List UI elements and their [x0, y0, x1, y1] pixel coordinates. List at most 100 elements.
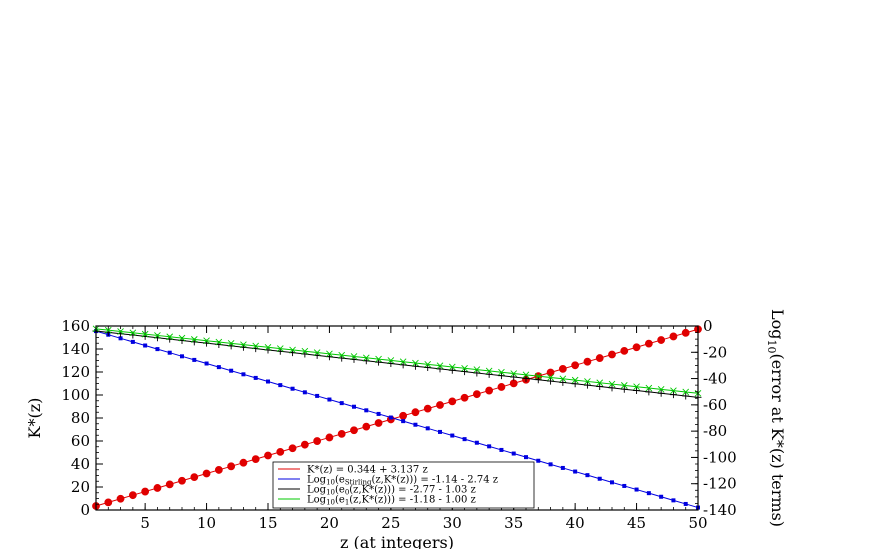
legend-box [272, 461, 535, 509]
data-point [573, 469, 578, 474]
data-point [337, 429, 346, 438]
data-point [338, 351, 346, 359]
data-point [362, 422, 371, 431]
y-left-axis-title: K*(z) [25, 398, 44, 439]
data-point [657, 336, 666, 344]
data-point [671, 498, 676, 503]
data-point [227, 462, 236, 471]
y-right-title-part: (error at K*(z) terms) [768, 353, 787, 527]
data-point [461, 364, 468, 372]
data-point [524, 455, 528, 460]
data-point [128, 491, 137, 500]
data-point [620, 382, 628, 389]
data-point [264, 343, 272, 351]
legend-entry: Log10(eStirling(z,K*(z))) = -1.14 - 2.74… [307, 475, 498, 487]
series-line [95, 330, 699, 398]
data-point [534, 376, 542, 384]
y-right-tick-label: 0 [703, 317, 713, 335]
data-point [143, 343, 148, 348]
data-point [522, 371, 530, 379]
y-left-tick-label: 0 [80, 501, 90, 519]
data-point [610, 480, 614, 485]
data-point [634, 487, 639, 492]
series-line [95, 330, 699, 509]
data-point [460, 393, 469, 402]
data-point [633, 383, 640, 391]
x-tick-label: 45 [627, 514, 646, 532]
x-tick-label: 10 [197, 514, 216, 532]
ticks-layer: 5 10 15 20 25 30 35 40 45 50020406080100120140160… [61, 317, 736, 532]
data-point [644, 339, 653, 348]
data-point [670, 387, 677, 394]
data-point [462, 437, 467, 442]
data-point [104, 498, 113, 507]
data-point [424, 364, 432, 372]
data-point [327, 397, 332, 402]
data-point [315, 393, 320, 398]
data-point [203, 337, 210, 345]
y-right-tick-label: -80 [703, 422, 727, 440]
data-point [559, 378, 567, 386]
data-point [485, 370, 493, 378]
data-point [399, 411, 408, 420]
data-point [448, 366, 456, 374]
data-point [412, 359, 419, 367]
data-point [178, 334, 186, 342]
data-point [180, 354, 184, 359]
data-point [216, 365, 221, 370]
data-point [214, 466, 223, 474]
legend-entry-subscript: 0 [345, 489, 349, 497]
data-point [547, 377, 555, 385]
data-point [141, 487, 150, 496]
y-right-tick-label: -40 [703, 370, 727, 388]
data-point [401, 419, 406, 424]
data-point [129, 329, 137, 337]
data-point [436, 362, 444, 369]
data-point [448, 363, 456, 371]
y-left-tick-label: 160 [61, 317, 90, 335]
data-point [325, 433, 334, 442]
data-point [571, 380, 579, 388]
x-tick-label: 35 [504, 514, 523, 532]
data-point [352, 404, 356, 409]
data-point [497, 383, 506, 391]
data-point [583, 357, 592, 366]
data-point [387, 357, 395, 364]
data-point [130, 339, 135, 344]
data-point [473, 366, 481, 373]
data-point [682, 388, 690, 396]
y-left-tick-label: 80 [71, 409, 90, 427]
x-tick-label: 25 [381, 514, 400, 532]
data-point [202, 469, 211, 478]
data-point [166, 333, 174, 341]
data-point [276, 345, 284, 352]
data-point [498, 368, 505, 376]
data-point [560, 465, 565, 470]
data-point [608, 380, 616, 388]
data-point [596, 379, 604, 387]
data-point [669, 391, 677, 399]
y-right-tick-label: -60 [703, 396, 727, 414]
data-point [387, 359, 395, 367]
data-point [472, 390, 481, 399]
data-point [302, 390, 307, 395]
data-point [300, 440, 309, 449]
data-point [227, 340, 235, 347]
data-point [288, 444, 297, 453]
y-right-axis-title: Log10(error at K*(z) terms) [765, 309, 787, 527]
data-point [399, 358, 407, 366]
data-point [411, 408, 420, 417]
data-point [438, 429, 442, 434]
legend-entry-part: Log [307, 485, 327, 496]
legend-entry-subscript: 1 [345, 499, 349, 507]
data-point [487, 444, 492, 449]
data-point [153, 484, 162, 492]
data-point [657, 389, 665, 397]
data-point [375, 358, 383, 366]
x-tick-label: 5 [140, 514, 150, 532]
legend-entry-part: Log [307, 475, 327, 486]
data-point [646, 491, 651, 496]
data-point [645, 384, 653, 392]
data-point [608, 384, 616, 392]
data-point [633, 387, 641, 395]
